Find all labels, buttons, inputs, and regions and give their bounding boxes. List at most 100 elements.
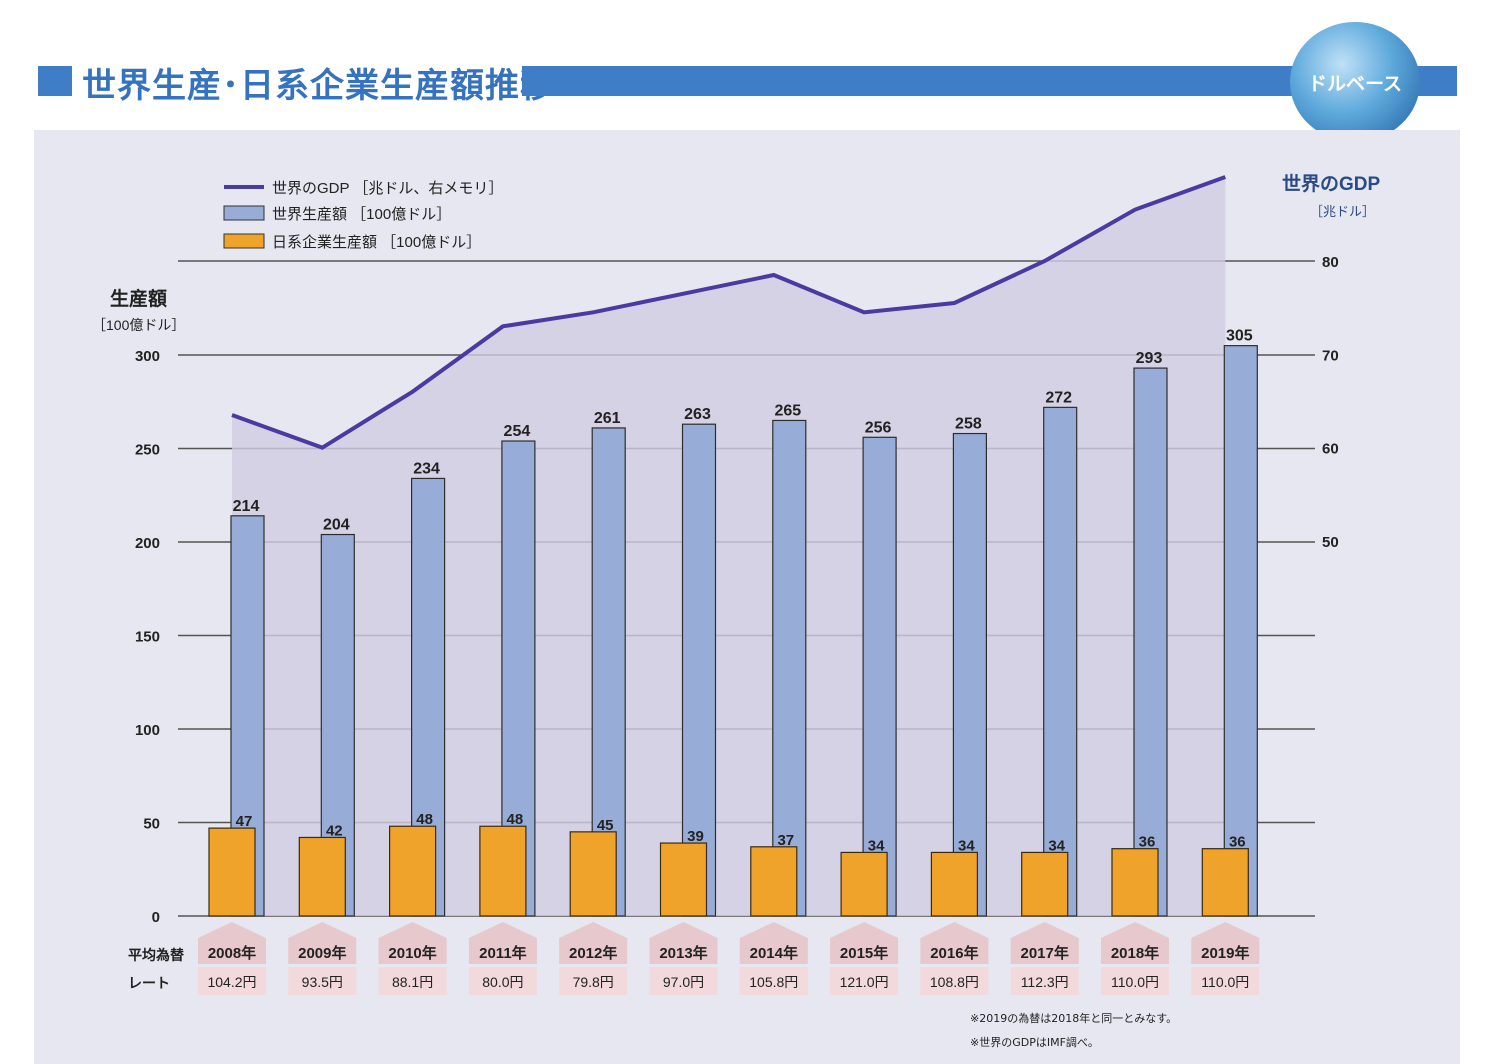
rate-label: 104.2円	[207, 974, 256, 990]
rate-box	[920, 967, 989, 995]
year-label: 2019年	[1201, 944, 1249, 962]
year-badge	[649, 922, 718, 964]
japan-bar	[1201, 848, 1249, 917]
year-badge	[198, 922, 266, 964]
world-bar	[952, 432, 988, 917]
japan-bar-label: 34	[868, 837, 885, 854]
rate-label: 121.0円	[840, 974, 889, 990]
year-badge	[468, 922, 537, 964]
year-label: 2008年	[208, 944, 256, 962]
gdp-line	[231, 175, 1226, 450]
japan-bar-label: 36	[1139, 834, 1156, 851]
rate-label: 105.8円	[749, 974, 798, 990]
legend: 世界のGDP ［兆ドル、右メモリ］ 世界生産額 ［100億ドル］ 日系企業生産額…	[223, 180, 503, 251]
japan-bar	[208, 827, 256, 917]
rate-box	[1010, 967, 1079, 995]
year-label: 2010年	[388, 944, 436, 962]
world-bar	[1223, 345, 1258, 917]
rate-box	[288, 967, 357, 995]
footnote-1: ※2019の為替は2018年と同一とみなす。	[970, 1012, 1178, 1025]
japan-bar	[479, 825, 527, 917]
rate-box	[378, 967, 447, 995]
japan-bar	[298, 836, 346, 917]
year-badge	[1191, 922, 1260, 964]
year-label: 2018年	[1111, 944, 1159, 962]
rate-label: 110.0円	[1111, 974, 1159, 990]
rate-label-1: 平均為替	[128, 947, 185, 963]
rate-label: 112.3円	[1021, 974, 1069, 990]
world-bar	[862, 436, 897, 917]
world-bar-label: 261	[594, 410, 621, 427]
japan-bar-label: 42	[326, 822, 343, 839]
world-bar-label: 263	[684, 406, 711, 423]
year-badge	[1101, 922, 1169, 964]
world-bar-label: 204	[323, 517, 350, 534]
japan-bar	[569, 831, 617, 917]
header-accent-block	[38, 66, 72, 96]
year-label: 2017年	[1021, 944, 1069, 962]
japan-bar	[1111, 848, 1159, 917]
right-axis-ticks: 50 60 70 80	[1322, 254, 1339, 551]
right-axis-title: 世界のGDP	[1282, 173, 1381, 195]
legend-japan-label: 日系企業生産額 ［100億ドル］	[272, 233, 481, 251]
world-bar-label: 254	[504, 423, 531, 440]
left-axis-ticks: 0 50 100 150 200 250 300	[135, 348, 160, 926]
year-badge	[830, 922, 899, 964]
year-label: 2012年	[569, 944, 617, 962]
rate-label: 110.0円	[1201, 974, 1249, 990]
left-tick-label: 50	[143, 816, 160, 833]
rate-label: 97.0円	[663, 974, 704, 990]
japan-bar	[389, 825, 437, 917]
left-tick-label: 100	[135, 722, 160, 739]
category-labels: 2008年 104.2円 2009年 93.5円 2010年 88.1円 2011年 80.0…	[198, 922, 1260, 995]
year-badge	[288, 922, 357, 964]
japan-bar-label: 39	[687, 828, 704, 845]
japan-bar	[659, 842, 708, 917]
japan-bar	[930, 851, 979, 917]
japanese-production-bars	[208, 825, 1249, 917]
world-bar-label: 256	[865, 419, 892, 436]
rate-box	[1101, 967, 1169, 995]
footnote-2: ※世界のGDPはIMF調べ。	[970, 1036, 1099, 1049]
rate-box	[739, 967, 808, 995]
japan-bar-label: 48	[416, 811, 433, 828]
year-label: 2015年	[840, 944, 888, 962]
japan-bar-label: 37	[777, 832, 794, 849]
legend-gdp-label: 世界のGDP ［兆ドル、右メモリ］	[272, 180, 503, 197]
year-label: 2016年	[930, 944, 978, 962]
year-badge	[559, 922, 628, 964]
rate-label: 80.0円	[482, 974, 523, 990]
rate-label: 93.5円	[302, 974, 343, 990]
right-tick-label: 80	[1322, 254, 1339, 271]
rate-label: 79.8円	[573, 974, 614, 990]
left-tick-label: 250	[135, 442, 160, 459]
year-badge	[1010, 922, 1079, 964]
left-axis-unit: ［100億ドル］	[92, 317, 185, 333]
data-labels: 214 204 234 254 261 263 265 256 258 272 293 305 47 42…	[233, 328, 1253, 855]
world-production-bars	[230, 345, 1258, 917]
year-label: 2011年	[479, 944, 527, 962]
rate-box	[468, 967, 537, 995]
rate-box	[198, 967, 266, 995]
japan-bar-label: 34	[1048, 837, 1065, 854]
rate-label: 108.8円	[930, 974, 979, 990]
world-bar	[772, 419, 807, 917]
japan-bar	[840, 851, 888, 917]
legend-world-swatch	[223, 205, 265, 221]
rate-label-2: レート	[128, 975, 170, 991]
year-badge	[920, 922, 989, 964]
left-tick-label: 300	[135, 348, 160, 365]
right-axis-unit: ［兆ドル］	[1310, 204, 1375, 219]
japan-bar	[750, 846, 798, 917]
world-bar-label: 234	[413, 460, 440, 477]
world-bar-label: 214	[233, 498, 260, 515]
world-bar-label: 265	[774, 402, 801, 419]
right-tick-label: 50	[1322, 534, 1339, 551]
right-tick-label: 60	[1322, 441, 1339, 458]
japan-bar-label: 34	[958, 837, 975, 854]
left-tick-label: 200	[135, 535, 160, 552]
legend-world-label: 世界生産額 ［100億ドル］	[272, 206, 451, 223]
left-axis-title: 生産額	[110, 287, 167, 310]
globe-icon: ドルベース	[1290, 22, 1420, 142]
